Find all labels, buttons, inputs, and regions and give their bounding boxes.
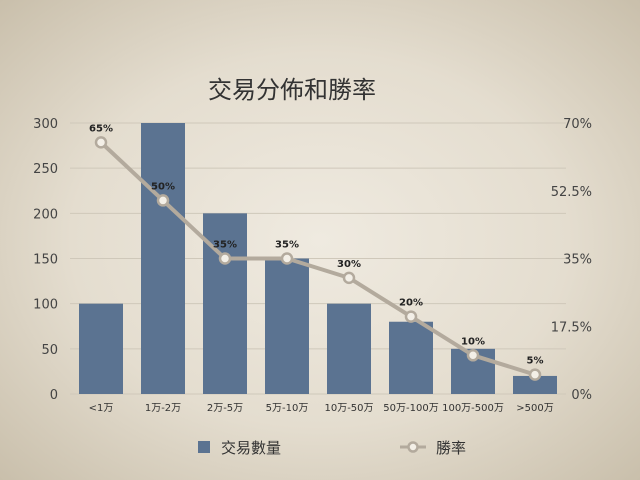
y-right-tick-label: 17.5%: [551, 320, 592, 335]
bar: [513, 375, 557, 394]
legend-line-marker: [407, 441, 419, 453]
x-tick-label: 100万-500万: [442, 403, 504, 414]
bar: [389, 321, 433, 394]
win-rate-label: 20%: [399, 298, 423, 309]
win-rate-label: 30%: [337, 259, 361, 270]
legend: 交易數量 勝率: [198, 439, 466, 457]
win-rate-point: [156, 194, 170, 207]
x-tick-label: 2万-5万: [207, 403, 243, 414]
y-left-tick-label: 250: [33, 162, 58, 177]
chart-title: 交易分佈和勝率: [208, 76, 376, 104]
win-rate-point: [94, 136, 108, 149]
win-rate-point: [342, 271, 356, 285]
bar-series: [79, 123, 557, 394]
bar: [327, 303, 371, 394]
y-left-tick-label: 100: [33, 298, 58, 313]
y-right-tick-label: 70%: [563, 117, 592, 132]
x-tick-label: 1万-2万: [145, 403, 181, 414]
y-left-tick-label: 300: [33, 117, 58, 132]
legend-bar-label: 交易數量: [221, 439, 281, 457]
win-rate-label: 10%: [461, 336, 485, 347]
y-left-tick-label: 200: [33, 207, 58, 222]
bar: [265, 258, 309, 394]
line-series: [94, 136, 542, 381]
win-rate-line: [99, 140, 536, 377]
legend-bar-swatch: [198, 441, 210, 453]
x-tick-label: 10万-50万: [324, 403, 373, 414]
win-rate-point: [218, 252, 232, 265]
x-tick-label: 50万-100万: [383, 403, 438, 414]
axes: 0 50 100 150 200 250 300 0% 17.5% 35% 52.5% 70% <1万 1…: [33, 117, 592, 414]
x-tick-label: <1万: [89, 403, 114, 414]
data-labels: 65% 50% 35% 35% 30% 20% 10% 5%: [89, 123, 543, 366]
x-tick-label: 5万-10万: [266, 403, 309, 414]
y-right-tick-label: 35%: [563, 253, 592, 268]
win-rate-point: [404, 310, 418, 323]
y-left-tick-label: 0: [50, 388, 58, 403]
x-tick-label: >500万: [516, 403, 553, 414]
win-rate-label: 65%: [89, 123, 113, 134]
win-rate-point: [466, 349, 480, 362]
y-right-tick-label: 0%: [571, 388, 592, 403]
win-rate-label: 35%: [213, 240, 237, 251]
y-left-tick-label: 50: [41, 343, 58, 358]
bar: [141, 123, 185, 394]
y-right-tick-label: 52.5%: [551, 185, 592, 200]
win-rate-point: [528, 368, 542, 381]
win-rate-label: 5%: [527, 356, 544, 367]
legend-line-label: 勝率: [436, 439, 466, 457]
win-rate-label: 50%: [151, 181, 175, 192]
y-left-tick-label: 150: [33, 253, 58, 268]
win-rate-label: 35%: [275, 240, 299, 251]
bar: [79, 303, 123, 394]
win-rate-point: [280, 252, 294, 265]
